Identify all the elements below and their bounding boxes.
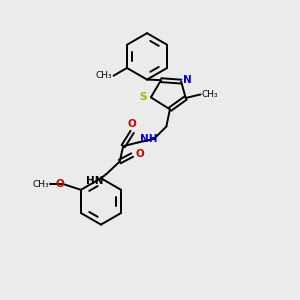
Text: O: O [55,179,64,189]
Text: S: S [139,92,147,102]
Text: N: N [183,75,192,85]
Text: CH₃: CH₃ [202,90,218,99]
Text: HN: HN [86,176,104,187]
Text: CH₃: CH₃ [32,180,49,189]
Text: O: O [135,149,144,160]
Text: NH: NH [140,134,158,144]
Text: O: O [128,119,136,129]
Text: CH₃: CH₃ [95,71,112,80]
